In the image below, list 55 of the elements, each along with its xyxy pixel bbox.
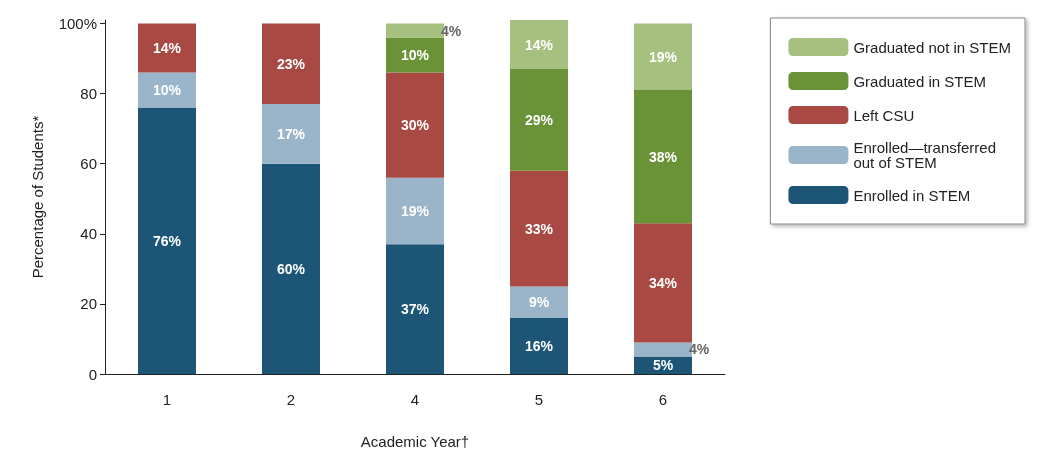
bar <box>510 69 568 171</box>
bar <box>386 72 444 178</box>
bar <box>262 163 320 374</box>
bar <box>386 177 444 245</box>
data-label: 14% <box>524 36 554 53</box>
x-tick-label: 4 <box>410 391 420 408</box>
x-tick-label: 5 <box>534 391 544 408</box>
bar <box>510 317 568 374</box>
bar <box>262 23 320 105</box>
bar <box>386 244 444 374</box>
legend-label: Enrolled—transferred out of STEM <box>853 139 1001 171</box>
y-tick-label: 0 <box>88 365 97 383</box>
data-label: 14% <box>152 40 182 57</box>
y-axis-title: Percentage of Students* <box>29 115 46 279</box>
data-label: 19% <box>400 203 430 220</box>
x-tick-label: 6 <box>658 391 668 408</box>
bar <box>510 170 568 287</box>
bar <box>634 90 692 224</box>
data-label: 30% <box>400 117 430 134</box>
x-tick-label: 2 <box>286 391 296 408</box>
bar <box>138 107 196 374</box>
y-tick-label: 40 <box>80 225 97 243</box>
data-label: 76% <box>152 232 182 249</box>
data-label: 16% <box>524 337 554 354</box>
x-axis-title: Academic Year† <box>360 433 470 450</box>
y-tick-label: 80 <box>80 85 97 103</box>
y-tick-label: 60 <box>80 155 97 173</box>
data-label: 38% <box>648 148 678 165</box>
bar <box>634 223 692 343</box>
data-label: 60% <box>276 260 306 277</box>
data-label: 5% <box>652 357 674 374</box>
bar <box>262 104 320 164</box>
bar <box>634 23 692 91</box>
legend-label: Graduated not in STEM <box>853 38 1012 56</box>
bar <box>138 23 196 73</box>
data-label: 33% <box>524 220 554 237</box>
data-label: 9% <box>528 294 550 311</box>
data-label: 10% <box>400 47 430 64</box>
bar <box>510 20 568 70</box>
data-label: 10% <box>152 82 182 99</box>
data-label: 19% <box>648 48 678 65</box>
x-tick-label: 1 <box>162 391 172 408</box>
bar <box>510 286 568 318</box>
data-label: 37% <box>400 301 430 318</box>
bar <box>386 37 444 73</box>
data-label: 23% <box>276 55 306 72</box>
data-label: 34% <box>648 274 678 291</box>
legend-label: Enrolled in STEM <box>853 186 971 204</box>
y-tick-label: 20 <box>80 295 97 313</box>
y-tick-label: 100% <box>58 15 97 32</box>
bar <box>138 72 196 108</box>
data-label: 29% <box>524 111 554 128</box>
legend-label: Left CSU <box>853 106 915 124</box>
legend-label: Graduated in STEM <box>853 72 986 90</box>
data-label: 17% <box>276 125 306 142</box>
